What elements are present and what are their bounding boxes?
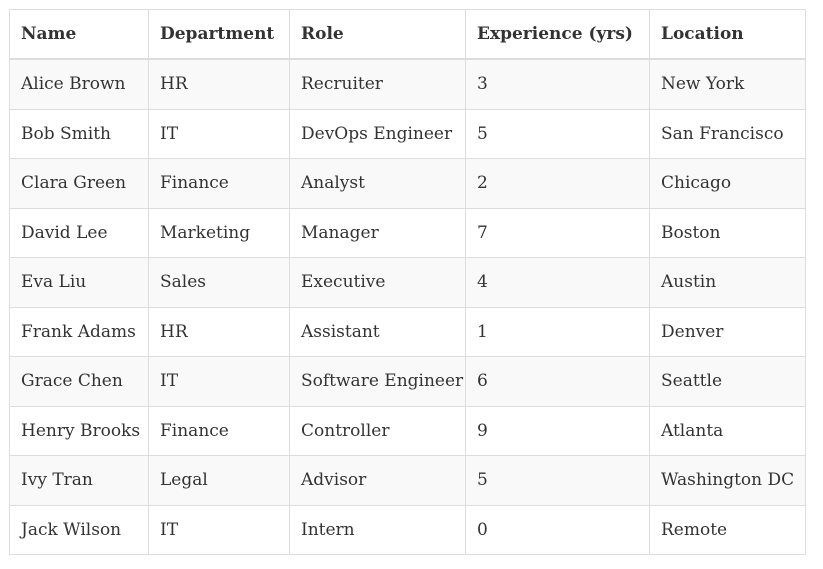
cell-location: San Francisco xyxy=(649,108,806,159)
cell-experience: 5 xyxy=(465,455,650,506)
cell-department: Finance xyxy=(148,405,290,456)
cell-experience: 0 xyxy=(465,504,650,555)
cell-name: Jack Wilson xyxy=(9,504,149,555)
employee-table: Name Department Role Experience (yrs) Lo… xyxy=(9,9,806,555)
cell-name: Clara Green xyxy=(9,158,149,209)
cell-location: Washington DC xyxy=(649,455,806,506)
cell-role: Intern xyxy=(289,504,466,555)
cell-name: Grace Chen xyxy=(9,356,149,407)
cell-department: Finance xyxy=(148,158,290,209)
cell-role: Executive xyxy=(289,257,466,308)
cell-department: HR xyxy=(148,58,290,110)
table-row: Ivy Tran Legal Advisor 5 Washington DC xyxy=(9,455,806,506)
cell-experience: 6 xyxy=(465,356,650,407)
cell-experience: 1 xyxy=(465,306,650,357)
cell-name: Alice Brown xyxy=(9,58,149,110)
employee-table-container: Name Department Role Experience (yrs) Lo… xyxy=(9,9,806,555)
table-body: Alice Brown HR Recruiter 3 New York Bob … xyxy=(9,58,806,555)
cell-location: Boston xyxy=(649,207,806,258)
table-row: Eva Liu Sales Executive 4 Austin xyxy=(9,257,806,308)
cell-role: Recruiter xyxy=(289,58,466,110)
cell-name: Bob Smith xyxy=(9,108,149,159)
table-row: Clara Green Finance Analyst 2 Chicago xyxy=(9,158,806,209)
cell-name: Frank Adams xyxy=(9,306,149,357)
column-header-location: Location xyxy=(649,9,806,60)
cell-location: Austin xyxy=(649,257,806,308)
cell-department: IT xyxy=(148,504,290,555)
table-header: Name Department Role Experience (yrs) Lo… xyxy=(9,9,806,60)
column-header-department: Department xyxy=(148,9,290,60)
cell-location: Atlanta xyxy=(649,405,806,456)
header-row: Name Department Role Experience (yrs) Lo… xyxy=(9,9,806,60)
column-header-name: Name xyxy=(9,9,149,60)
cell-location: New York xyxy=(649,58,806,110)
cell-department: HR xyxy=(148,306,290,357)
cell-role: DevOps Engineer xyxy=(289,108,466,159)
table-row: Jack Wilson IT Intern 0 Remote xyxy=(9,504,806,555)
cell-role: Controller xyxy=(289,405,466,456)
cell-role: Analyst xyxy=(289,158,466,209)
cell-department: Sales xyxy=(148,257,290,308)
table-row: Alice Brown HR Recruiter 3 New York xyxy=(9,58,806,110)
table-row: Bob Smith IT DevOps Engineer 5 San Franc… xyxy=(9,108,806,159)
cell-role: Software Engineer xyxy=(289,356,466,407)
cell-department: Legal xyxy=(148,455,290,506)
cell-role: Advisor xyxy=(289,455,466,506)
table-row: Grace Chen IT Software Engineer 6 Seattl… xyxy=(9,356,806,407)
cell-department: Marketing xyxy=(148,207,290,258)
cell-name: Ivy Tran xyxy=(9,455,149,506)
cell-location: Remote xyxy=(649,504,806,555)
cell-experience: 4 xyxy=(465,257,650,308)
table-row: David Lee Marketing Manager 7 Boston xyxy=(9,207,806,258)
cell-location: Denver xyxy=(649,306,806,357)
cell-experience: 9 xyxy=(465,405,650,456)
table-row: Henry Brooks Finance Controller 9 Atlant… xyxy=(9,405,806,456)
cell-name: David Lee xyxy=(9,207,149,258)
cell-location: Chicago xyxy=(649,158,806,209)
cell-department: IT xyxy=(148,108,290,159)
table-row: Frank Adams HR Assistant 1 Denver xyxy=(9,306,806,357)
cell-location: Seattle xyxy=(649,356,806,407)
cell-department: IT xyxy=(148,356,290,407)
column-header-role: Role xyxy=(289,9,466,60)
cell-experience: 2 xyxy=(465,158,650,209)
cell-role: Manager xyxy=(289,207,466,258)
cell-name: Eva Liu xyxy=(9,257,149,308)
cell-experience: 3 xyxy=(465,58,650,110)
cell-experience: 5 xyxy=(465,108,650,159)
cell-name: Henry Brooks xyxy=(9,405,149,456)
column-header-experience: Experience (yrs) xyxy=(465,9,650,60)
cell-role: Assistant xyxy=(289,306,466,357)
cell-experience: 7 xyxy=(465,207,650,258)
